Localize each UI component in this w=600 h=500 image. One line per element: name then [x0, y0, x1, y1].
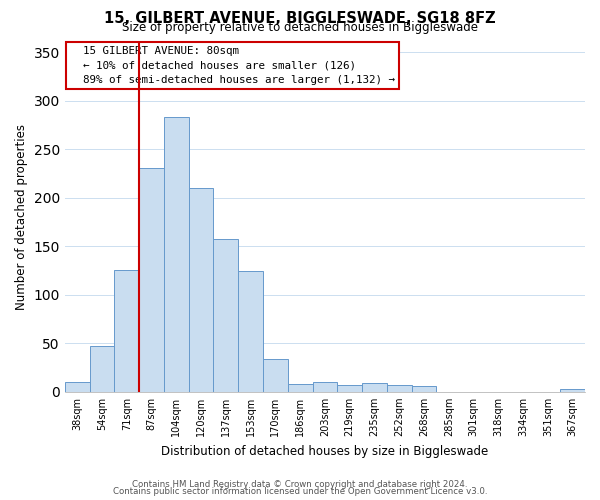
Text: 15, GILBERT AVENUE, BIGGLESWADE, SG18 8FZ: 15, GILBERT AVENUE, BIGGLESWADE, SG18 8F… — [104, 11, 496, 26]
Text: Contains public sector information licensed under the Open Government Licence v3: Contains public sector information licen… — [113, 487, 487, 496]
Bar — [560, 389, 585, 392]
Y-axis label: Number of detached properties: Number of detached properties — [15, 124, 28, 310]
Bar — [214, 240, 238, 392]
Bar — [115, 270, 139, 392]
Bar — [263, 359, 288, 392]
Bar — [412, 386, 436, 392]
Bar — [139, 168, 164, 392]
Bar — [337, 385, 362, 392]
Bar — [89, 346, 115, 392]
Bar — [164, 117, 188, 392]
X-axis label: Distribution of detached houses by size in Biggleswade: Distribution of detached houses by size … — [161, 444, 488, 458]
Bar — [313, 382, 337, 392]
Text: Contains HM Land Registry data © Crown copyright and database right 2024.: Contains HM Land Registry data © Crown c… — [132, 480, 468, 489]
Text: 15 GILBERT AVENUE: 80sqm
  ← 10% of detached houses are smaller (126)
  89% of s: 15 GILBERT AVENUE: 80sqm ← 10% of detach… — [70, 46, 395, 85]
Bar — [188, 188, 214, 392]
Bar — [362, 383, 387, 392]
Bar — [65, 382, 89, 392]
Text: Size of property relative to detached houses in Biggleswade: Size of property relative to detached ho… — [122, 22, 478, 35]
Bar — [387, 385, 412, 392]
Bar — [238, 270, 263, 392]
Bar — [288, 384, 313, 392]
